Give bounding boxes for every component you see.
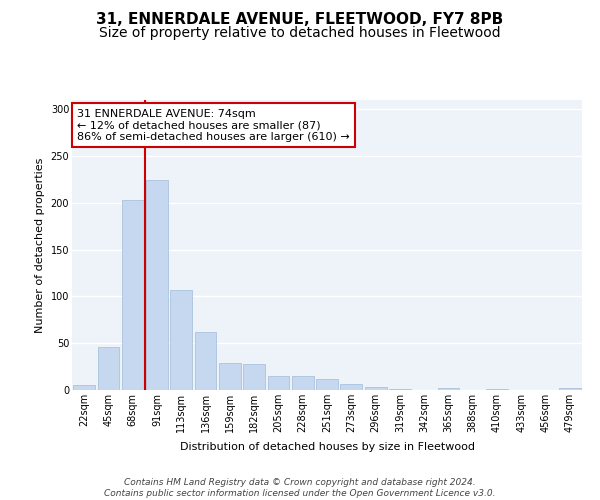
Bar: [292, 376, 314, 390]
Bar: [268, 376, 289, 390]
Bar: [389, 389, 411, 390]
Bar: [73, 386, 95, 390]
Bar: [219, 363, 241, 390]
Bar: [316, 379, 338, 390]
Text: Size of property relative to detached houses in Fleetwood: Size of property relative to detached ho…: [99, 26, 501, 40]
Bar: [97, 347, 119, 390]
Text: 31, ENNERDALE AVENUE, FLEETWOOD, FY7 8PB: 31, ENNERDALE AVENUE, FLEETWOOD, FY7 8PB: [97, 12, 503, 28]
Bar: [194, 332, 217, 390]
Bar: [170, 290, 192, 390]
Bar: [146, 180, 168, 390]
Y-axis label: Number of detached properties: Number of detached properties: [35, 158, 45, 332]
Text: 31 ENNERDALE AVENUE: 74sqm
← 12% of detached houses are smaller (87)
86% of semi: 31 ENNERDALE AVENUE: 74sqm ← 12% of deta…: [77, 108, 350, 142]
Text: Distribution of detached houses by size in Fleetwood: Distribution of detached houses by size …: [179, 442, 475, 452]
Bar: [437, 388, 460, 390]
Bar: [365, 387, 386, 390]
Bar: [122, 200, 143, 390]
Text: Contains HM Land Registry data © Crown copyright and database right 2024.
Contai: Contains HM Land Registry data © Crown c…: [104, 478, 496, 498]
Bar: [559, 388, 581, 390]
Bar: [243, 364, 265, 390]
Bar: [340, 384, 362, 390]
Bar: [486, 389, 508, 390]
